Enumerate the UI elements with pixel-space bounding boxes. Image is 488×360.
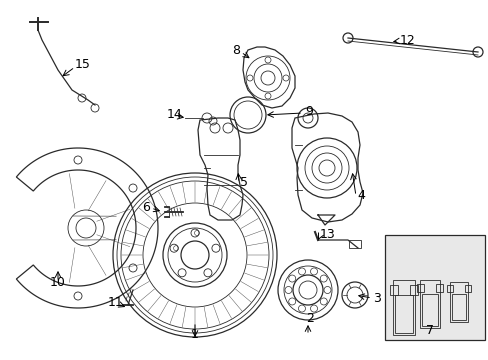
- Bar: [419, 280, 439, 328]
- Text: 11: 11: [108, 296, 123, 309]
- Text: 10: 10: [50, 275, 66, 288]
- Bar: [348, 240, 360, 248]
- Text: 5: 5: [240, 176, 247, 189]
- Bar: [446, 285, 452, 292]
- Text: 12: 12: [399, 33, 415, 46]
- Bar: [416, 284, 423, 292]
- Text: 1: 1: [191, 328, 199, 342]
- Bar: [421, 294, 437, 326]
- Text: 7: 7: [425, 324, 433, 337]
- Bar: [384, 235, 484, 340]
- Bar: [464, 285, 470, 292]
- Text: 4: 4: [356, 189, 364, 202]
- Bar: [409, 285, 417, 295]
- Bar: [389, 285, 397, 295]
- Text: 13: 13: [319, 229, 335, 242]
- Text: 15: 15: [75, 58, 91, 72]
- Text: 3: 3: [372, 292, 380, 305]
- Bar: [449, 282, 467, 322]
- Text: 8: 8: [231, 44, 240, 57]
- Text: 6: 6: [142, 202, 150, 215]
- Text: 9: 9: [305, 105, 312, 118]
- Text: 14: 14: [167, 108, 183, 121]
- Bar: [451, 294, 465, 320]
- Bar: [392, 280, 414, 335]
- Text: 2: 2: [305, 311, 313, 324]
- Bar: [435, 284, 442, 292]
- Bar: [394, 295, 412, 333]
